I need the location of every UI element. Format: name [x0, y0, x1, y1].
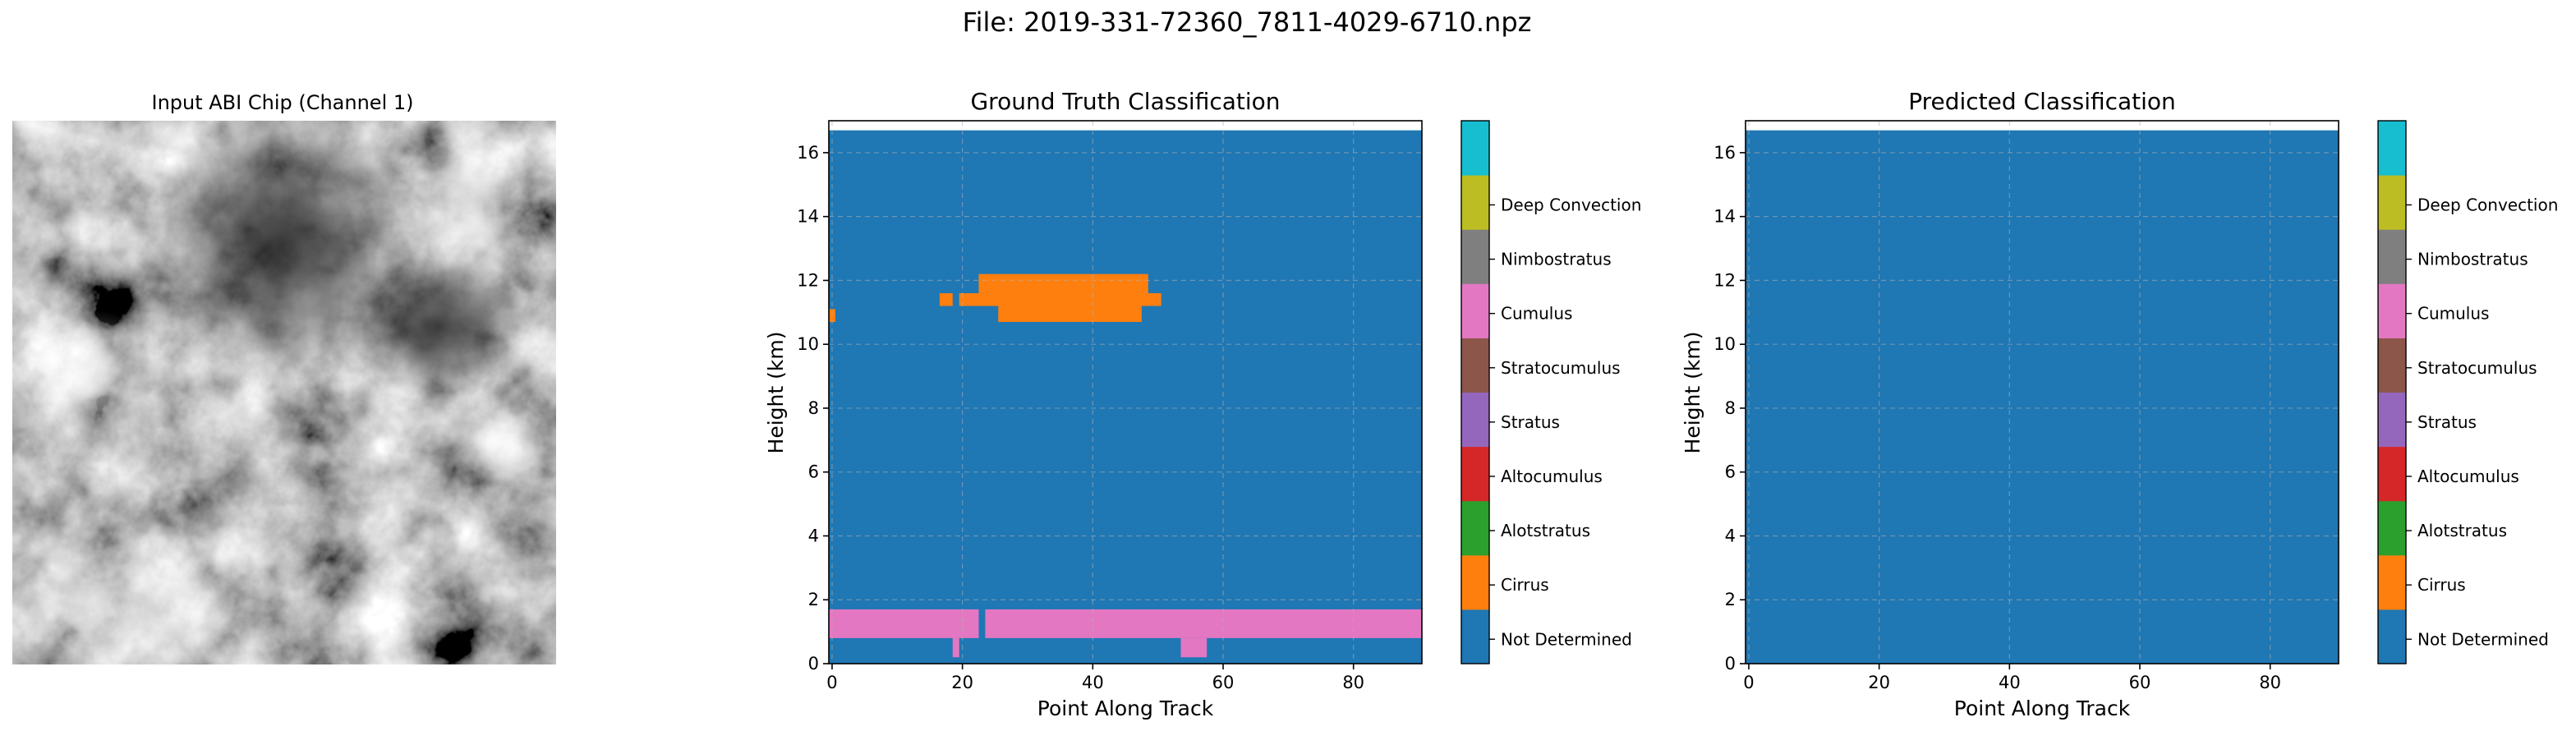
colorbar-segment [2378, 609, 2406, 664]
y-tick-label: 14 [1714, 207, 1736, 227]
y-tick-label: 4 [808, 526, 819, 545]
heatmap-cell-block [829, 609, 979, 638]
colorbar-label: Stratus [2417, 412, 2477, 432]
ground-truth-chart: Ground Truth Classification Point Along … [764, 88, 1423, 720]
colorbar-segment [1461, 175, 1489, 230]
colorbar-segment [1461, 121, 1489, 176]
colorbar-label: Deep Convection [1501, 195, 1641, 214]
x-tick-label: 60 [1212, 673, 1235, 692]
y-tick-label: 6 [1725, 462, 1736, 482]
colorbar-label: Stratocumulus [1501, 358, 1621, 378]
colorbar-label: Alotstratus [1501, 521, 1590, 540]
x-tick-label: 80 [1342, 673, 1364, 692]
colorbar-label: Altocumulus [1501, 467, 1603, 486]
y-tick-label: 12 [1714, 270, 1736, 290]
colorbar-label: Deep Convection [2417, 195, 2558, 214]
colorbar-segment [1461, 446, 1489, 502]
x-axis-label: Point Along Track [1037, 697, 1214, 720]
ground-truth-colorbar: Not Determined Cirrus Alotstratus Altocumul… [1460, 120, 1641, 664]
colorbar-segment [2378, 175, 2406, 230]
colorbar-frame [2377, 120, 2407, 664]
colorbar-segment [1461, 554, 1489, 610]
heatmap-background [829, 130, 1422, 664]
heatmap-cell-block [829, 309, 835, 322]
colorbar-segment [1461, 338, 1489, 393]
plot-area: 0 20 40 60 80 0 2 4 6 8 10 12 14 16 [1714, 120, 2339, 692]
colorbar-label: Nimbostratus [2417, 250, 2528, 269]
y-tick-label: 16 [797, 143, 819, 163]
colorbar-label: Cirrus [1501, 575, 1549, 595]
predicted-chart: Predicted Classification Point Along Tra… [1681, 88, 2339, 720]
x-tick-label: 40 [1082, 673, 1104, 692]
image-panel-title: Input ABI Chip (Channel 1) [151, 91, 413, 114]
heatmap-cell-block [1180, 637, 1208, 658]
y-tick-label: 0 [808, 654, 819, 674]
colorbar-segment [2378, 446, 2406, 502]
chart-title: Predicted Classification [1908, 88, 2176, 115]
x-tick-label: 0 [826, 673, 837, 692]
colorbar-segment [2378, 121, 2406, 176]
predicted-colorbar: Not Determined Cirrus Alotstratus Altocumul… [2377, 120, 2558, 664]
x-tick-label: 0 [1743, 673, 1754, 692]
heatmap-cell-block [998, 306, 1142, 322]
y-tick-label: 10 [797, 334, 819, 354]
figure-suptitle: File: 2019-331-72360_7811-4029-6710.npz [963, 7, 1532, 38]
heatmap-cell-block [978, 274, 1148, 293]
x-axis-label: Point Along Track [1954, 697, 2131, 720]
y-tick-label: 2 [1725, 590, 1736, 609]
colorbar-label: Nimbostratus [1501, 250, 1612, 269]
abi-chip-image [12, 121, 556, 664]
y-tick-label: 12 [797, 270, 819, 290]
image-panel: Input ABI Chip (Channel 1) [12, 91, 556, 664]
y-tick-label: 2 [808, 590, 819, 609]
y-tick-label: 16 [1714, 143, 1736, 163]
y-axis-label: Height (km) [1681, 332, 1704, 454]
heatmap-cell-block [939, 292, 953, 306]
y-tick-label: 14 [797, 207, 819, 227]
colorbar-label: Cumulus [1501, 304, 1572, 324]
x-tick-label: 20 [951, 673, 973, 692]
colorbar-segment [2378, 338, 2406, 393]
colorbar-frame [1460, 120, 1490, 664]
colorbar-segment [2378, 229, 2406, 284]
y-axis-label: Height (km) [764, 332, 788, 454]
x-tick-label: 40 [1999, 673, 2021, 692]
colorbar-segment [2378, 283, 2406, 338]
colorbar-label: Cirrus [2417, 575, 2466, 595]
colorbar-label: Stratocumulus [2417, 358, 2537, 378]
colorbar-label: Not Determined [2417, 629, 2549, 649]
plot-area: 0 20 40 60 80 0 2 4 6 8 10 12 14 16 [797, 120, 1423, 692]
colorbar-label: Not Determined [1501, 629, 1632, 649]
x-tick-label: 60 [2129, 673, 2151, 692]
heatmap-cell-block [952, 637, 959, 658]
colorbar-segment [1461, 229, 1489, 284]
y-tick-label: 4 [1725, 526, 1736, 545]
axes-frame [828, 120, 1423, 664]
colorbar-segment [2378, 392, 2406, 448]
heatmap-background [1746, 130, 2339, 664]
x-tick-label: 20 [1868, 673, 1890, 692]
colorbar-segment [2378, 554, 2406, 610]
x-tick-label: 80 [2259, 673, 2281, 692]
y-tick-label: 8 [1725, 398, 1736, 418]
colorbar-label: Alotstratus [2417, 521, 2507, 540]
colorbar-segment [1461, 609, 1489, 664]
colorbar-label: Stratus [1501, 412, 1560, 432]
y-tick-label: 6 [808, 462, 819, 482]
colorbar-segment [1461, 283, 1489, 338]
chart-title: Ground Truth Classification [970, 88, 1280, 115]
colorbar-segment [1461, 392, 1489, 448]
y-tick-label: 10 [1714, 334, 1736, 354]
axes-frame [1745, 120, 2339, 664]
colorbar-label: Altocumulus [2417, 467, 2519, 486]
y-tick-label: 8 [808, 398, 819, 418]
y-tick-label: 0 [1725, 654, 1736, 674]
colorbar-segment [1461, 500, 1489, 556]
colorbar-label: Cumulus [2417, 304, 2489, 324]
heatmap-cell-block [959, 292, 1162, 306]
colorbar-segment [2378, 500, 2406, 556]
heatmap-cell-block [985, 609, 1422, 638]
